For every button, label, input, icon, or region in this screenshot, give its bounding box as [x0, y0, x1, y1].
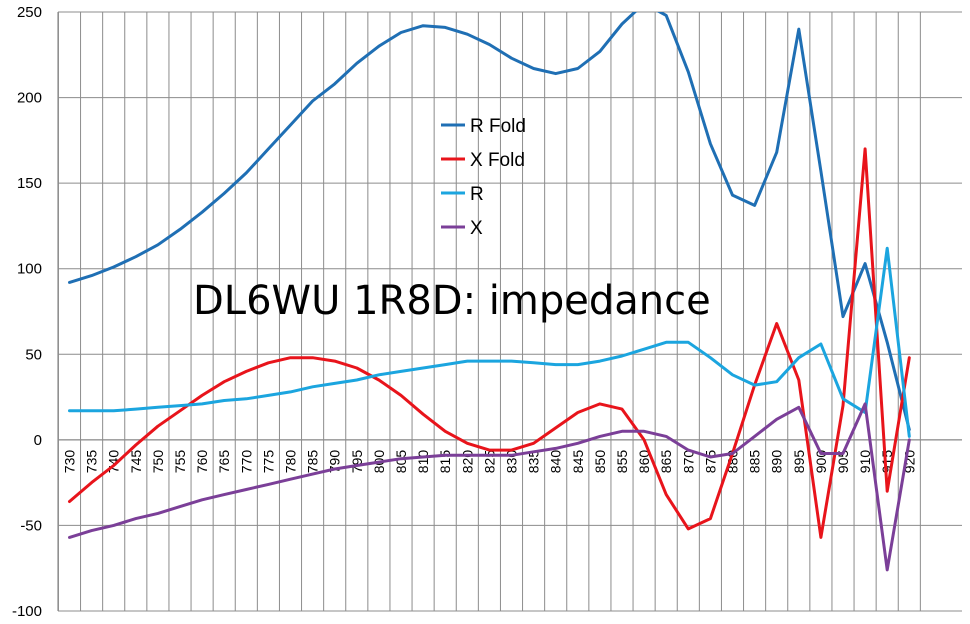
x-tick-label: 855 — [614, 450, 630, 474]
x-tick-label: 785 — [305, 450, 321, 474]
x-tick-labels: 730 735 740 745 750 755 760 765 770 775 780 785 790 7… — [62, 450, 918, 474]
x-tick-label: 745 — [128, 450, 144, 474]
legend-label: R — [470, 184, 484, 205]
x-tick-label: 760 — [194, 450, 210, 474]
x-tick-label: 900 — [813, 450, 829, 474]
y-tick-label: 150 — [17, 175, 42, 192]
x-tick-label: 905 — [835, 450, 851, 474]
x-tick-label: 805 — [393, 450, 409, 474]
series-line — [68, 402, 911, 572]
y-tick-label: 200 — [17, 90, 42, 107]
series-line — [68, 246, 911, 438]
x-tick-label: 840 — [548, 450, 564, 474]
x-tick-label: 865 — [658, 450, 674, 474]
x-tick-label: 885 — [747, 450, 763, 474]
y-tick-label: -100 — [12, 603, 42, 620]
legend-label: R Fold — [470, 116, 526, 137]
x-tick-label: 875 — [702, 450, 718, 474]
x-tick-label: 775 — [260, 450, 276, 474]
legend-label: X — [470, 218, 483, 239]
x-tick-label: 735 — [84, 450, 100, 474]
y-tick-label: 0 — [34, 432, 42, 449]
series-line — [68, 147, 911, 539]
x-tick-label: 910 — [857, 450, 873, 474]
x-tick-label: 755 — [172, 450, 188, 474]
x-tick-label: 780 — [283, 450, 299, 474]
axes — [57, 12, 962, 611]
x-tick-label: 730 — [62, 450, 78, 474]
x-tick-label: 870 — [680, 450, 696, 474]
y-tick-label: 100 — [17, 261, 42, 278]
x-tick-label: 770 — [238, 450, 254, 474]
series-line — [68, 12, 911, 432]
x-tick-label: 835 — [526, 450, 542, 474]
x-tick-label: 815 — [437, 450, 453, 474]
x-tick-label: 795 — [349, 450, 365, 474]
x-tick-label: 820 — [459, 450, 475, 474]
y-tick-label: 50 — [25, 346, 42, 363]
x-tick-label: 860 — [636, 450, 652, 474]
y-tick-label: 250 — [17, 4, 42, 21]
x-tick-label: 850 — [592, 450, 608, 474]
x-tick-label: 765 — [216, 450, 232, 474]
legend: R Fold X Fold RX — [441, 116, 526, 239]
x-tick-label: 750 — [150, 450, 166, 474]
chart-title: DL6WU 1R8D: impedance — [193, 278, 711, 324]
legend-label: X Fold — [470, 150, 525, 171]
y-tick-labels: -100 -50 0 50 100 150 200 250 — [12, 4, 42, 620]
x-tick-label: 895 — [791, 450, 807, 474]
y-tick-label: -50 — [20, 517, 42, 534]
series-lines — [68, 12, 911, 572]
x-tick-label: 890 — [769, 450, 785, 474]
x-tick-label: 825 — [481, 450, 497, 474]
x-tick-label: 845 — [570, 450, 586, 474]
x-tick-label: 810 — [415, 450, 431, 474]
